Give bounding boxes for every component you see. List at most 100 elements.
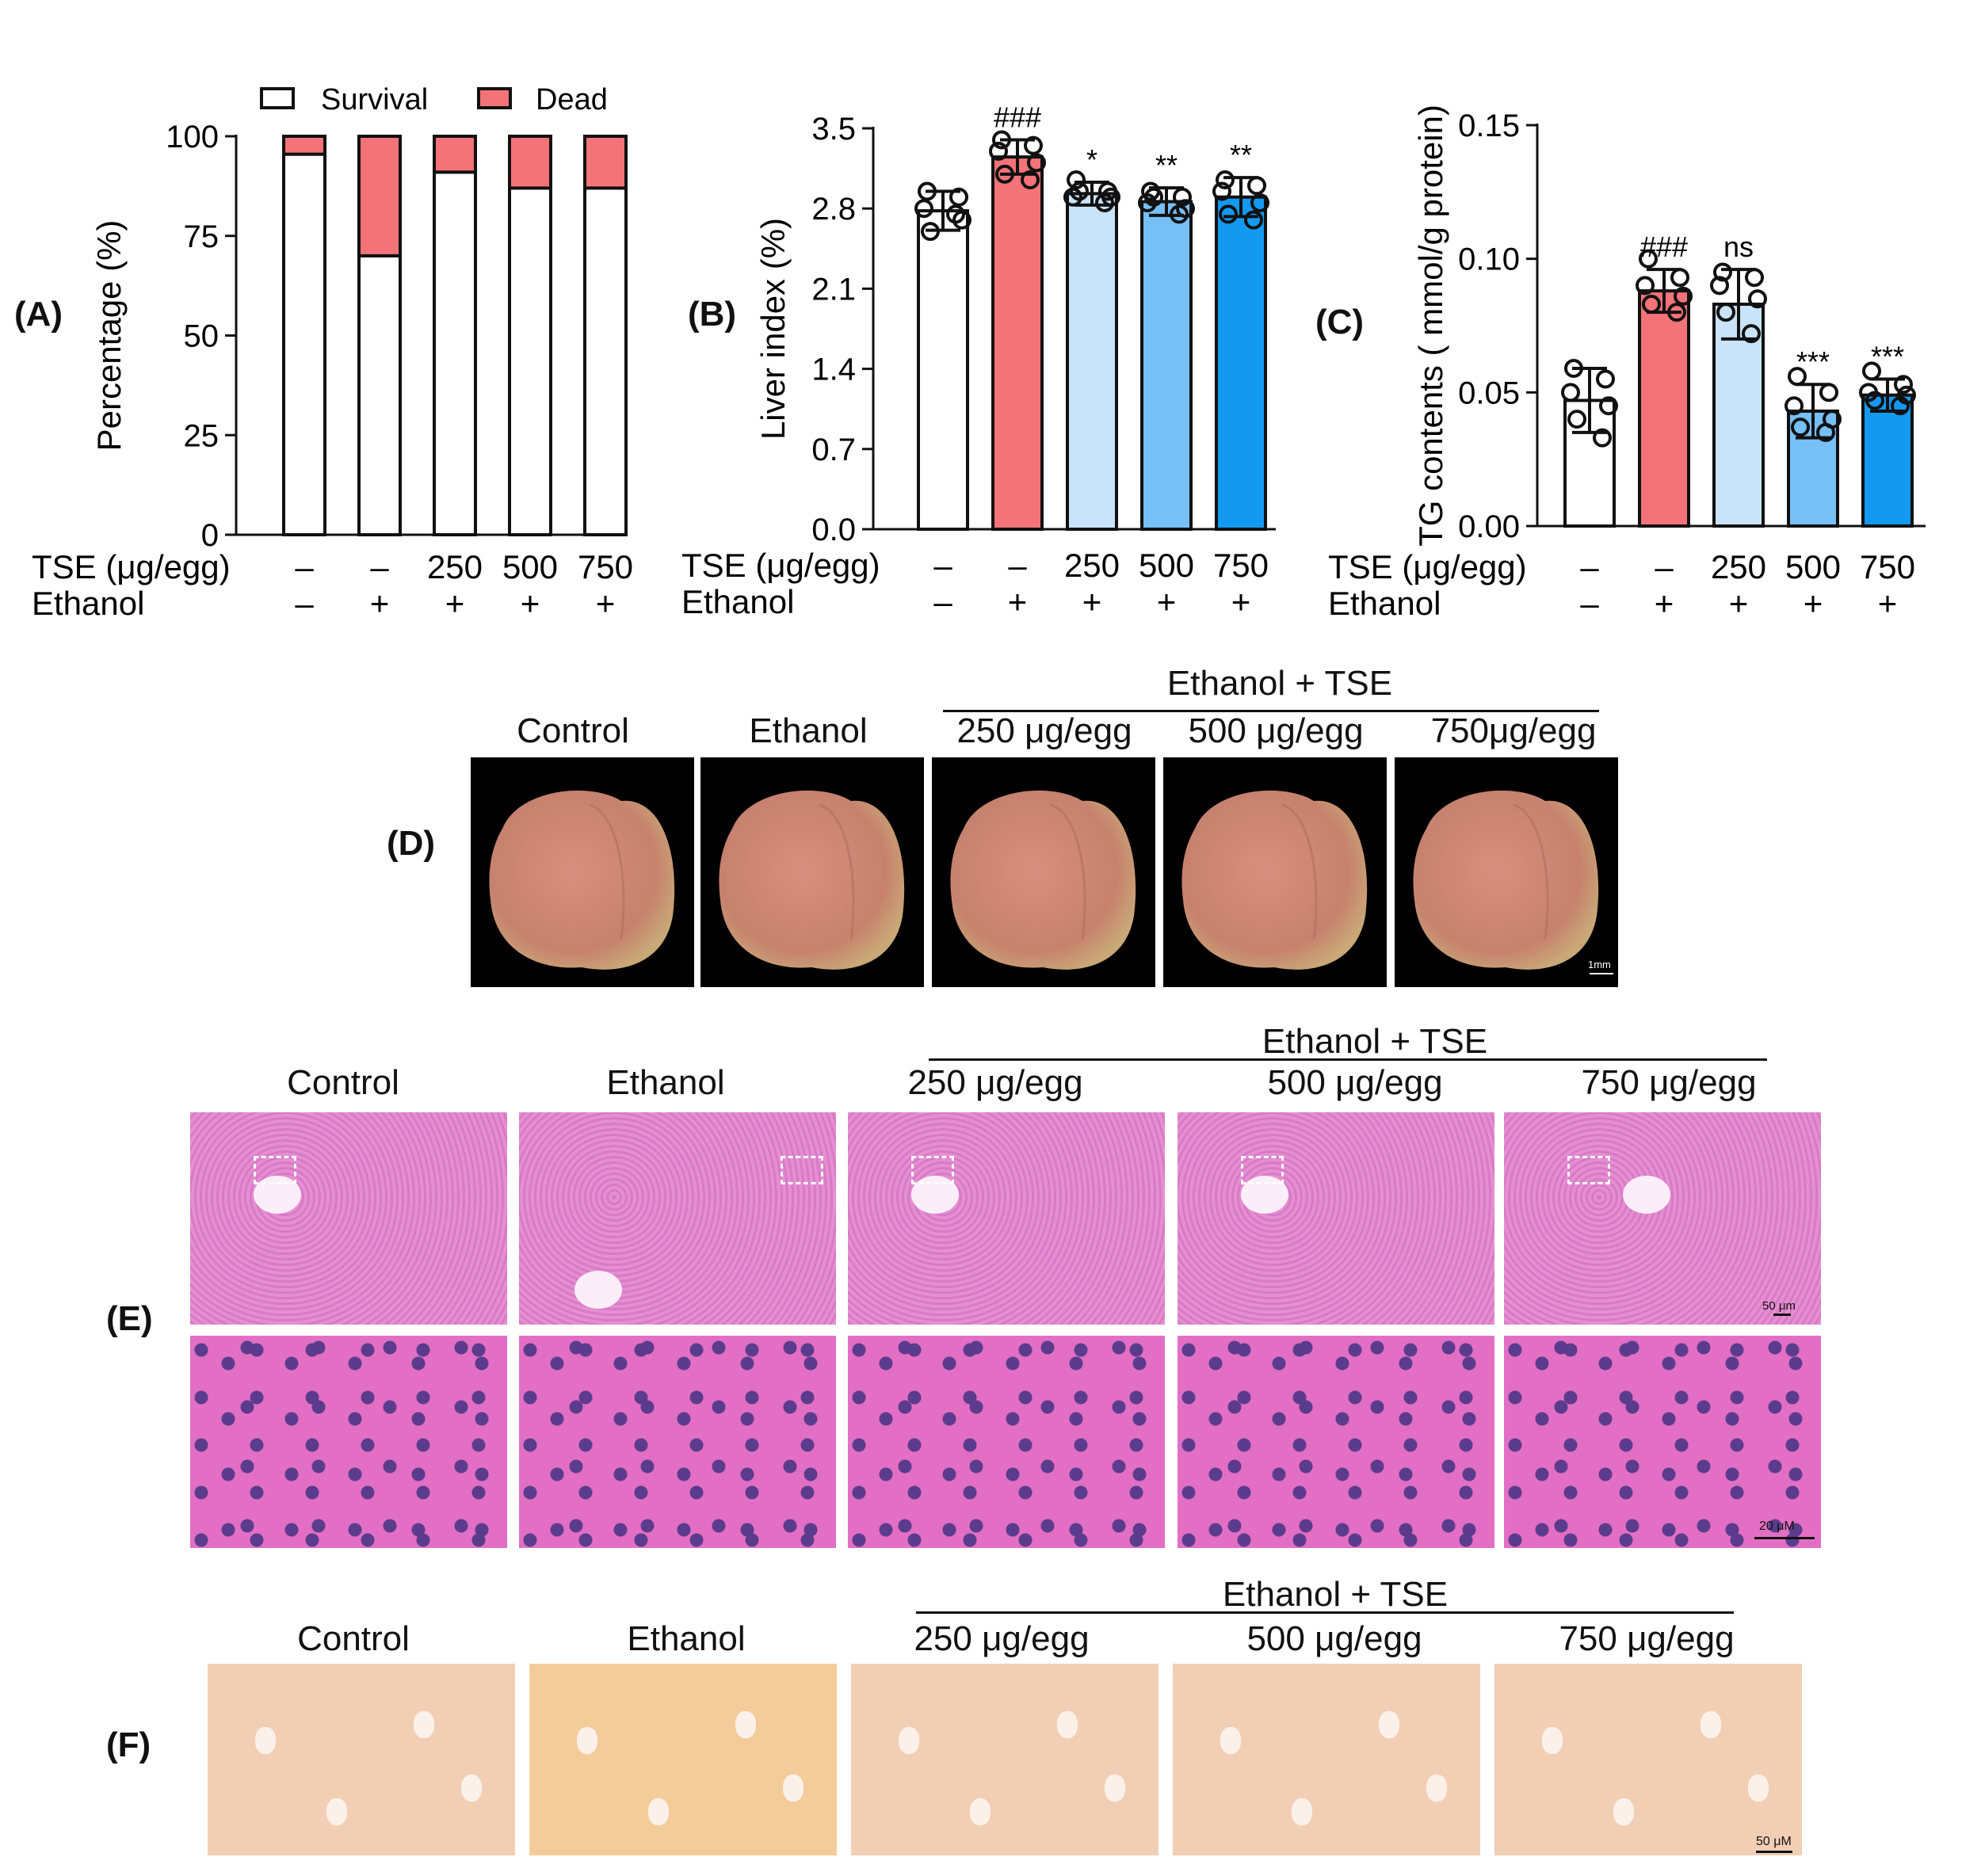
vessel-lumen	[1292, 1798, 1312, 1825]
he-high-mag-image	[190, 1336, 507, 1548]
data-point	[1216, 170, 1235, 190]
significance-label: **	[1155, 149, 1178, 181]
significance-label: ###	[994, 101, 1041, 133]
e-column-label: Control	[287, 1063, 399, 1102]
y-tick-label: 2.1	[811, 272, 856, 307]
row-value: –	[1655, 548, 1674, 585]
data-point	[1636, 276, 1655, 296]
bar-dead	[583, 135, 628, 190]
row-value: –	[933, 547, 952, 584]
zoom-box	[1241, 1156, 1284, 1184]
data-point	[1748, 289, 1767, 309]
row-value: +	[1729, 585, 1749, 622]
panel-label-d: (D)	[387, 824, 436, 863]
row-label: Ethanol	[1328, 585, 1441, 622]
e-bottom-scale-bar	[1754, 1537, 1815, 1539]
y-axis-label: Percentage (%)	[90, 220, 128, 452]
bar-survival	[282, 152, 326, 536]
row-value: –	[1580, 548, 1599, 585]
data-point	[921, 222, 940, 242]
zoom-box	[254, 1156, 296, 1184]
row-label: TSE (μg/egg)	[1328, 548, 1527, 585]
data-point	[1713, 262, 1732, 282]
data-point	[1865, 391, 1884, 410]
row-value: 750	[1213, 547, 1269, 584]
row-value: –	[295, 548, 314, 585]
bar-dead	[357, 135, 402, 257]
data-point	[1027, 153, 1046, 173]
oil-red-image	[529, 1664, 837, 1855]
legend-swatch-survival	[260, 87, 295, 109]
d-scale-bar	[1590, 973, 1613, 974]
d-scale-label: 1mm	[1588, 959, 1611, 970]
panel-label-b: (B)	[688, 295, 737, 334]
row-value: +	[1082, 583, 1102, 620]
row-value: 500	[1785, 548, 1841, 585]
row-value: 250	[1064, 547, 1120, 584]
row-value: +	[521, 585, 540, 622]
f-scale-bar	[1756, 1851, 1792, 1853]
e-bottom-scale-label: 20 μM	[1759, 1519, 1795, 1533]
y-tick-label: 2.8	[811, 192, 856, 227]
y-tick-label: 0	[201, 518, 219, 553]
y-axis-label: Liver index (%)	[754, 218, 792, 440]
y-tick-label: 0.05	[1458, 376, 1520, 410]
vessel-lumen	[1701, 1711, 1721, 1738]
data-point	[1244, 210, 1263, 230]
data-point	[995, 164, 1014, 184]
data-point	[1891, 396, 1910, 416]
data-point	[1024, 135, 1043, 155]
panel-label-e: (E)	[106, 1299, 153, 1338]
e-group-line	[929, 1058, 1767, 1061]
bar	[1712, 303, 1765, 528]
row-value: –	[933, 583, 952, 620]
liver-lobe-line	[1050, 803, 1086, 940]
vessel-lumen	[1379, 1711, 1399, 1738]
data-point	[1173, 187, 1192, 207]
oil-red-image: 50 μM	[1494, 1664, 1802, 1855]
data-point	[1593, 428, 1612, 448]
row-value: –	[370, 548, 389, 585]
d-column-label: Ethanol	[749, 711, 868, 750]
e-group-header: Ethanol + TSE	[1262, 1022, 1488, 1061]
bar-survival	[357, 254, 402, 536]
d-group-header: Ethanol + TSE	[1166, 664, 1393, 703]
d-group-line	[943, 710, 1599, 712]
data-point	[1067, 170, 1086, 190]
e-top-scale-label: 50 μm	[1762, 1299, 1796, 1313]
row-value: +	[596, 585, 616, 622]
liver-lobe-line	[589, 803, 625, 940]
data-point	[1862, 361, 1881, 381]
he-high-mag-image	[1178, 1336, 1494, 1548]
d-column-label: 250 μg/egg	[956, 711, 1132, 750]
data-point	[992, 130, 1011, 150]
row-value: +	[1878, 585, 1898, 622]
row-value: +	[1231, 583, 1251, 620]
row-value: +	[1655, 585, 1674, 622]
bar-survival	[433, 170, 477, 537]
data-point	[1642, 295, 1661, 315]
oil-red-image	[1173, 1664, 1480, 1855]
vessel-lumen	[1426, 1775, 1447, 1802]
data-point	[1639, 249, 1658, 269]
he-low-mag-image	[848, 1112, 1165, 1325]
row-value: –	[295, 585, 314, 622]
vessel-lumen	[574, 1271, 622, 1309]
data-point	[1564, 358, 1583, 378]
vessel-lumen	[1057, 1711, 1078, 1738]
data-point	[1674, 286, 1693, 306]
vessel-lumen	[1613, 1798, 1634, 1825]
row-value: 250	[1711, 548, 1766, 585]
data-point	[1791, 418, 1810, 437]
e-column-label: 750 μg/egg	[1581, 1063, 1757, 1102]
e-top-scale-bar	[1773, 1314, 1791, 1316]
liver-shape	[950, 790, 1136, 970]
row-value: 500	[502, 548, 558, 585]
data-point	[989, 141, 1008, 161]
row-value: +	[1008, 583, 1028, 620]
y-tick-label: 3.5	[811, 112, 856, 147]
bar-survival	[508, 186, 552, 536]
data-point	[1894, 375, 1913, 395]
e-column-label: 500 μg/egg	[1267, 1063, 1443, 1102]
